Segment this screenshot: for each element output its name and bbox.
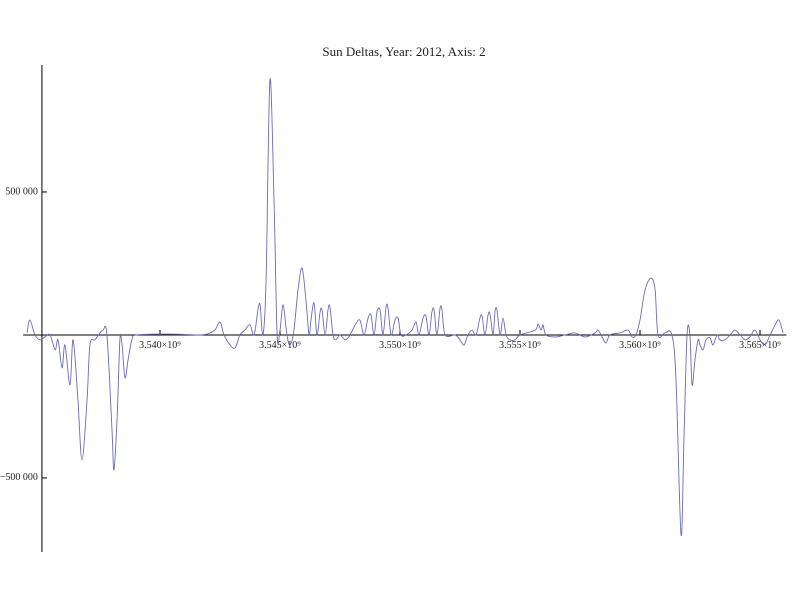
x-tick-label: 3.555×10⁹ xyxy=(499,340,541,351)
x-tick-label: 3.560×10⁹ xyxy=(619,340,661,351)
x-tick-label: 3.565×10⁹ xyxy=(739,340,781,351)
x-tick-label: 3.540×10⁹ xyxy=(139,340,181,351)
data-line xyxy=(26,78,784,537)
y-tick-label: −500 000 xyxy=(0,472,38,483)
x-tick-label: 3.550×10⁹ xyxy=(379,340,421,351)
x-tick-label: 3.545×10⁹ xyxy=(259,340,301,351)
y-tick-label: 500 000 xyxy=(5,186,38,197)
chart-title: Sun Deltas, Year: 2012, Axis: 2 xyxy=(322,44,485,59)
